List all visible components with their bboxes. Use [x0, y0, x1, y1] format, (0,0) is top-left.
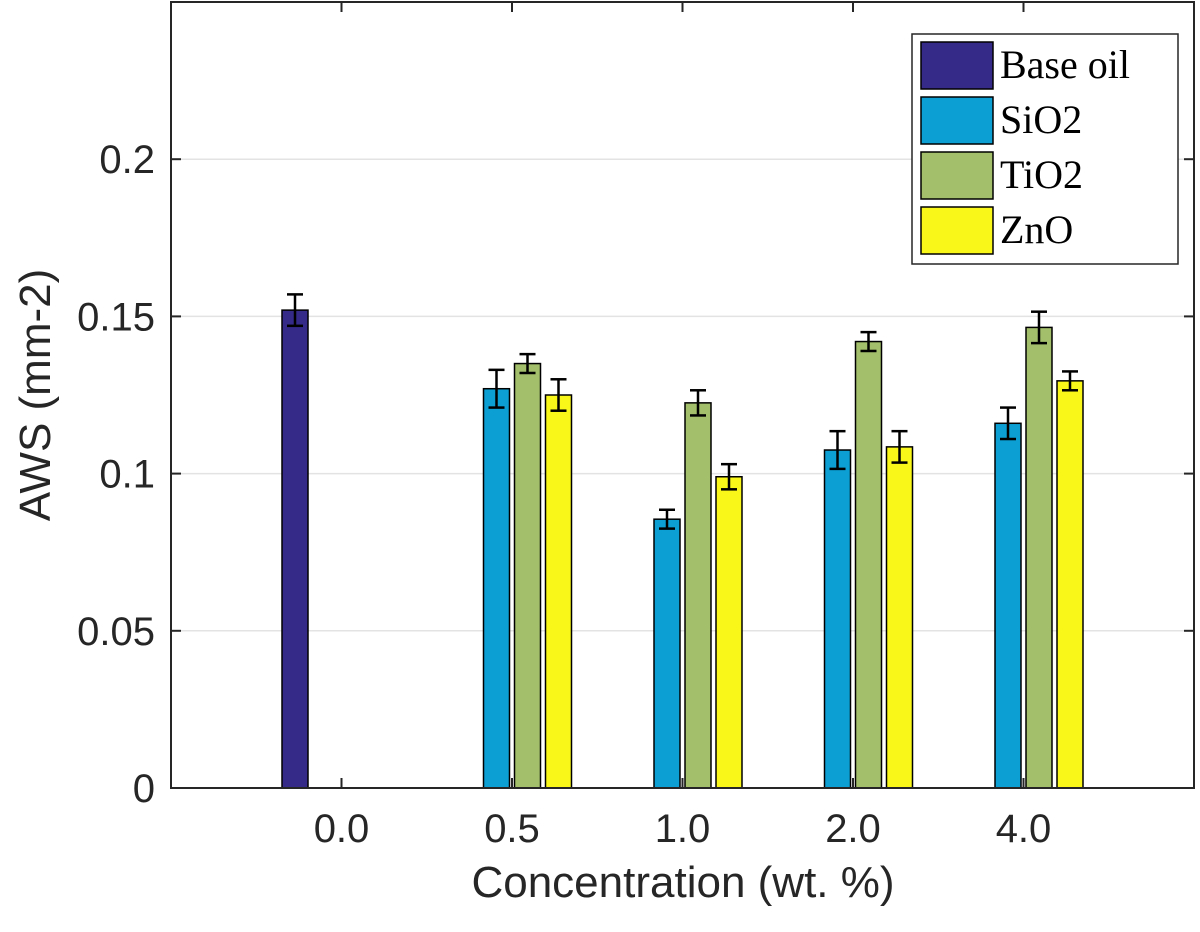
x-axis-ticks: 0.0 0.5 1.0 2.0 4.0 [314, 2, 1052, 851]
bar [854, 340, 883, 789]
grid-lines [171, 158, 1194, 632]
x-tick-label: 0.0 [314, 807, 370, 851]
bar [1025, 326, 1053, 789]
bar [544, 394, 573, 789]
legend-swatch [920, 206, 994, 255]
error-bars [287, 293, 1078, 530]
legend-label: TiO2 [1000, 152, 1083, 197]
bar [684, 402, 712, 789]
y-tick-label: 0.15 [77, 295, 155, 339]
legend-swatch [920, 151, 994, 200]
legend-label: SiO2 [1000, 97, 1082, 142]
bar [885, 446, 914, 789]
x-tick-label: 4.0 [996, 807, 1052, 851]
legend-swatch [920, 96, 994, 145]
legend-label: Base oil [1000, 42, 1130, 87]
bar [482, 387, 511, 789]
bar [715, 475, 743, 789]
x-tick-label: 1.0 [655, 807, 711, 851]
x-tick-label: 0.5 [484, 807, 540, 851]
x-tick-label: 2.0 [825, 807, 881, 851]
y-axis-ticks: 0 0.05 0.1 0.15 0.2 [77, 138, 1194, 811]
y-tick-label: 0.1 [99, 453, 155, 497]
legend-swatch [920, 41, 994, 90]
y-tick-label: 0.2 [99, 138, 155, 182]
bar [1056, 380, 1084, 789]
bar [653, 518, 681, 789]
y-axis-title: AWS (mm-2) [11, 269, 60, 522]
bar [513, 362, 542, 789]
x-axis-title: Concentration (wt. %) [471, 858, 894, 907]
y-tick-label: 0.05 [77, 610, 155, 654]
legend: Base oil SiO2 TiO2 ZnO [911, 33, 1179, 265]
legend-label: ZnO [1000, 207, 1073, 252]
bar [823, 449, 852, 789]
bar [281, 309, 309, 789]
y-tick-label: 0 [133, 767, 155, 811]
legend-items: Base oil SiO2 TiO2 ZnO [920, 41, 1130, 255]
bar [994, 422, 1022, 789]
